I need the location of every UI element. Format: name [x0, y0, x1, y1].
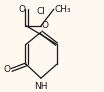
Text: NH: NH — [34, 82, 48, 91]
Text: O: O — [18, 5, 25, 14]
Text: O: O — [42, 21, 49, 30]
Text: Cl: Cl — [37, 7, 45, 16]
Text: O: O — [4, 65, 11, 74]
Text: CH₃: CH₃ — [55, 5, 71, 14]
